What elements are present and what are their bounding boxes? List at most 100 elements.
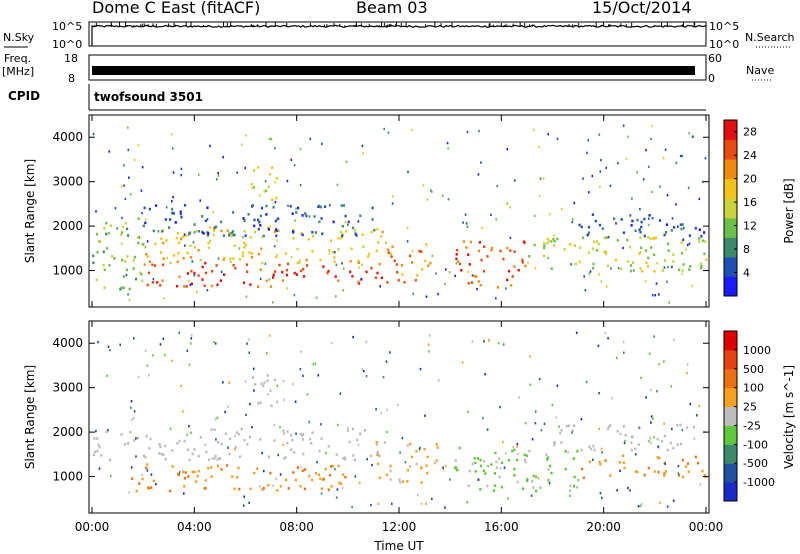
range-cell: [675, 161, 678, 164]
xtick-label: 08:00: [279, 520, 314, 534]
range-cell: [380, 412, 383, 415]
range-cell: [344, 458, 347, 461]
range-cell: [273, 378, 276, 382]
range-cell: [353, 458, 356, 462]
range-cell: [553, 244, 556, 247]
range-cell: [242, 217, 245, 220]
range-cell: [661, 269, 664, 272]
range-cell: [210, 475, 213, 478]
range-cell: [233, 244, 236, 247]
range-cell: [534, 267, 537, 270]
range-cell: [276, 239, 278, 242]
range-cell: [528, 449, 531, 453]
range-cell: [282, 443, 285, 447]
range-cell: [281, 270, 284, 274]
range-cell: [686, 462, 689, 465]
range-cell: [126, 227, 129, 231]
range-cell: [598, 223, 602, 227]
range-cell: [502, 343, 505, 346]
range-cell: [145, 466, 148, 470]
range-cell: [704, 240, 707, 243]
range-cell: [325, 452, 327, 455]
range-cell: [493, 472, 496, 475]
range-cell: [471, 274, 474, 277]
power-cbar-tick: 24: [743, 149, 757, 162]
range-cell: [435, 443, 438, 446]
range-cell: [96, 437, 99, 440]
range-cell: [198, 230, 200, 233]
range-cell: [161, 263, 165, 267]
range-cell: [190, 337, 193, 340]
range-cell: [141, 477, 144, 481]
range-cell: [597, 344, 600, 347]
range-cell: [389, 252, 392, 256]
range-cell: [629, 264, 633, 267]
range-cell: [681, 154, 684, 158]
range-cell: [681, 475, 684, 479]
colorbar-segment: [724, 387, 737, 408]
range-cell: [377, 502, 380, 505]
range-cell: [211, 457, 214, 460]
range-cell: [681, 239, 684, 242]
range-cell: [213, 457, 216, 460]
range-cell: [105, 221, 108, 225]
range-cell: [523, 453, 526, 457]
range-cell: [164, 444, 167, 448]
range-cell: [579, 246, 582, 249]
range-cell: [109, 224, 113, 228]
range-cell: [226, 229, 229, 232]
range-cell: [309, 137, 312, 141]
range-cell: [206, 289, 209, 292]
range-cell: [663, 360, 665, 363]
range-cell: [392, 195, 394, 198]
date-label: 15/Oct/2014: [592, 0, 692, 17]
range-cell: [334, 275, 337, 278]
range-cell: [176, 442, 179, 445]
range-cell: [238, 247, 241, 250]
range-cell: [487, 465, 489, 468]
range-cell: [688, 234, 691, 237]
range-cell: [589, 447, 593, 451]
range-cell: [456, 260, 459, 263]
ytick-label: 2000: [52, 425, 83, 439]
range-cell: [370, 230, 373, 234]
range-cell: [688, 132, 690, 135]
range-cell: [629, 489, 631, 492]
range-cell: [363, 369, 365, 373]
range-cell: [600, 158, 602, 162]
range-cell: [120, 286, 123, 290]
range-cell: [257, 218, 260, 222]
range-cell: [455, 262, 458, 265]
power-cbar-label: Power [dB]: [782, 178, 796, 243]
range-cell: [274, 201, 277, 204]
range-cell: [524, 421, 527, 425]
power-ylabel: Slant Range [km]: [23, 159, 37, 263]
power-colorbar: 4 8 12 16 20 24 28: [723, 119, 757, 297]
range-cell: [126, 255, 129, 258]
range-cell: [320, 487, 323, 490]
range-cell: [146, 463, 149, 466]
range-cell: [242, 241, 246, 245]
range-cell: [223, 256, 226, 260]
nsearch-tick-bottom: 10^0: [709, 38, 740, 51]
range-cell: [172, 171, 175, 174]
range-cell: [550, 471, 553, 475]
range-cell: [386, 281, 389, 284]
range-cell: [127, 126, 129, 129]
range-cell: [213, 229, 216, 232]
range-cell: [299, 484, 302, 488]
range-cell: [391, 245, 394, 249]
ytick-label: 1000: [52, 264, 83, 278]
range-cell: [222, 258, 225, 261]
range-cell: [319, 477, 322, 480]
range-cell: [418, 249, 421, 253]
range-cell: [204, 479, 207, 482]
range-cell: [503, 466, 506, 469]
range-cell: [236, 171, 238, 174]
range-cell: [95, 278, 98, 282]
range-cell: [207, 458, 211, 462]
range-cell: [449, 478, 451, 481]
range-cell: [184, 471, 187, 474]
range-cell: [631, 219, 634, 223]
range-cell: [406, 226, 409, 229]
